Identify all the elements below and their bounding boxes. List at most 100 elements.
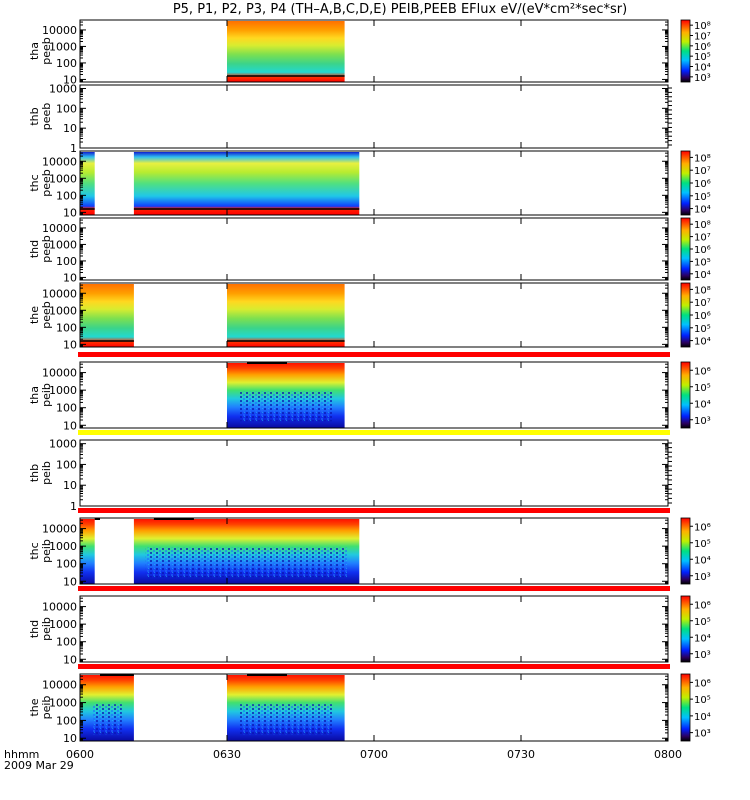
panel-probe-label: thb — [28, 464, 41, 482]
panel-probe-label: thc — [28, 542, 41, 559]
colorbar-tick-label: 10³ — [694, 73, 711, 84]
colorbar — [680, 150, 691, 216]
colorbar-tick-label: 10⁶ — [694, 311, 711, 322]
y-tick-label: 10 — [63, 338, 77, 351]
x-tick-label: 0800 — [654, 748, 682, 761]
colorbar-tick-label: 10³ — [694, 572, 711, 583]
y-tick-label: 10000 — [42, 367, 77, 380]
y-tick-label: 1000 — [49, 238, 77, 251]
y-tick-label: 100 — [56, 57, 77, 70]
y-tick-label: 10 — [63, 479, 77, 492]
spectrogram-block — [80, 519, 95, 584]
colorbar-tick-label: 10⁶ — [694, 245, 711, 256]
y-tick-label: 100 — [56, 189, 77, 202]
x-tick-label: 0700 — [360, 748, 388, 761]
y-tick-label: 10 — [63, 732, 77, 745]
panel-frame — [79, 19, 669, 83]
x-axis-label: hhmm — [4, 748, 39, 761]
y-tick-label: 1000 — [49, 697, 77, 710]
panel-thb-peib: 1 10 100 1000 thb peib — [28, 430, 672, 513]
x-tick-label: 0600 — [66, 748, 94, 761]
colorbar — [680, 361, 691, 429]
x-tick-label: 0730 — [507, 748, 535, 761]
panel-frame — [79, 439, 669, 507]
spectrogram-noise — [239, 391, 333, 422]
spectrogram-block — [133, 152, 360, 215]
y-tick-label: 1000 — [49, 618, 77, 631]
x-tick-label: 0630 — [213, 748, 241, 761]
status-bar — [78, 508, 670, 513]
colorbar-tick-label: 10⁸ — [694, 21, 711, 32]
y-tick-label: 1000 — [49, 82, 77, 95]
colorbar-tick-label: 10⁷ — [694, 233, 711, 244]
colorbar-tick-label: 10⁵ — [694, 695, 711, 706]
panel-species-label: peeb — [40, 169, 53, 197]
y-tick-label: 100 — [56, 714, 77, 727]
y-tick-label: 1 — [70, 500, 77, 513]
panel-probe-label: the — [28, 698, 41, 716]
panel-frame — [79, 595, 669, 663]
panel-species-label: peib — [40, 539, 53, 563]
colorbar-tick-label: 10⁸ — [694, 285, 711, 296]
panel-species-label: peeb — [40, 37, 53, 65]
panel-species-label: peeb — [40, 301, 53, 329]
status-bar — [78, 586, 670, 591]
spectrogram-block — [227, 21, 345, 82]
colorbar-tick-label: 10⁷ — [694, 298, 711, 309]
panel-probe-label: thb — [28, 107, 41, 125]
panel-probe-label: the — [28, 306, 41, 324]
panel-thb-peeb: 1 10 100 1000 thb peeb — [28, 82, 672, 155]
colorbar-tick-label: 10⁴ — [694, 555, 711, 566]
colorbar-tick-label: 10⁶ — [694, 678, 711, 689]
colorbar-tick-label: 10⁸ — [694, 220, 711, 231]
colorbar-tick-label: 10⁴ — [694, 712, 711, 723]
spectrogram-block — [227, 284, 345, 347]
colorbar-tick-label: 10⁴ — [694, 270, 711, 281]
spectrogram-noise — [145, 547, 348, 578]
colorbar — [680, 517, 691, 585]
status-bar — [78, 352, 670, 357]
colorbar-tick-label: 10⁷ — [694, 166, 711, 177]
colorbar-tick-label: 10⁶ — [694, 600, 711, 611]
panel-species-label: peib — [40, 461, 53, 485]
y-tick-label: 100 — [56, 255, 77, 268]
colorbar-tick-label: 10⁶ — [694, 179, 711, 190]
panel-frame — [79, 282, 669, 348]
y-tick-label: 1000 — [49, 304, 77, 317]
panel-species-label: peib — [40, 383, 53, 407]
spectrogram-block — [80, 152, 95, 215]
y-tick-label: 10000 — [42, 287, 77, 300]
colorbar-tick-label: 10⁸ — [694, 153, 711, 164]
x-axis-date: 2009 Mar 29 — [4, 759, 74, 772]
panel-probe-label: thd — [28, 240, 41, 258]
y-tick-label: 10000 — [42, 24, 77, 37]
spectrogram-noise — [92, 704, 122, 735]
colorbar-tick-label: 10⁵ — [694, 324, 711, 335]
panel-species-label: peeb — [40, 103, 53, 131]
panel-frame — [79, 84, 669, 149]
y-tick-label: 100 — [56, 558, 77, 571]
colorbar-tick-label: 10⁴ — [694, 633, 711, 644]
y-tick-label: 100 — [56, 102, 77, 115]
y-tick-label: 10000 — [42, 222, 77, 235]
status-bar — [78, 664, 670, 669]
colorbar-tick-label: 10³ — [694, 729, 711, 740]
y-tick-label: 10000 — [42, 679, 77, 692]
colorbar-tick-label: 10³ — [694, 416, 711, 427]
panel-probe-label: tha — [28, 386, 41, 404]
colorbar-tick-label: 10⁴ — [694, 337, 711, 348]
colorbar-tick-label: 10⁷ — [694, 32, 711, 43]
colorbar-tick-label: 10⁵ — [694, 192, 711, 203]
y-tick-label: 100 — [56, 458, 77, 471]
panel-probe-label: tha — [28, 42, 41, 60]
colorbar-tick-label: 10⁵ — [694, 383, 711, 394]
